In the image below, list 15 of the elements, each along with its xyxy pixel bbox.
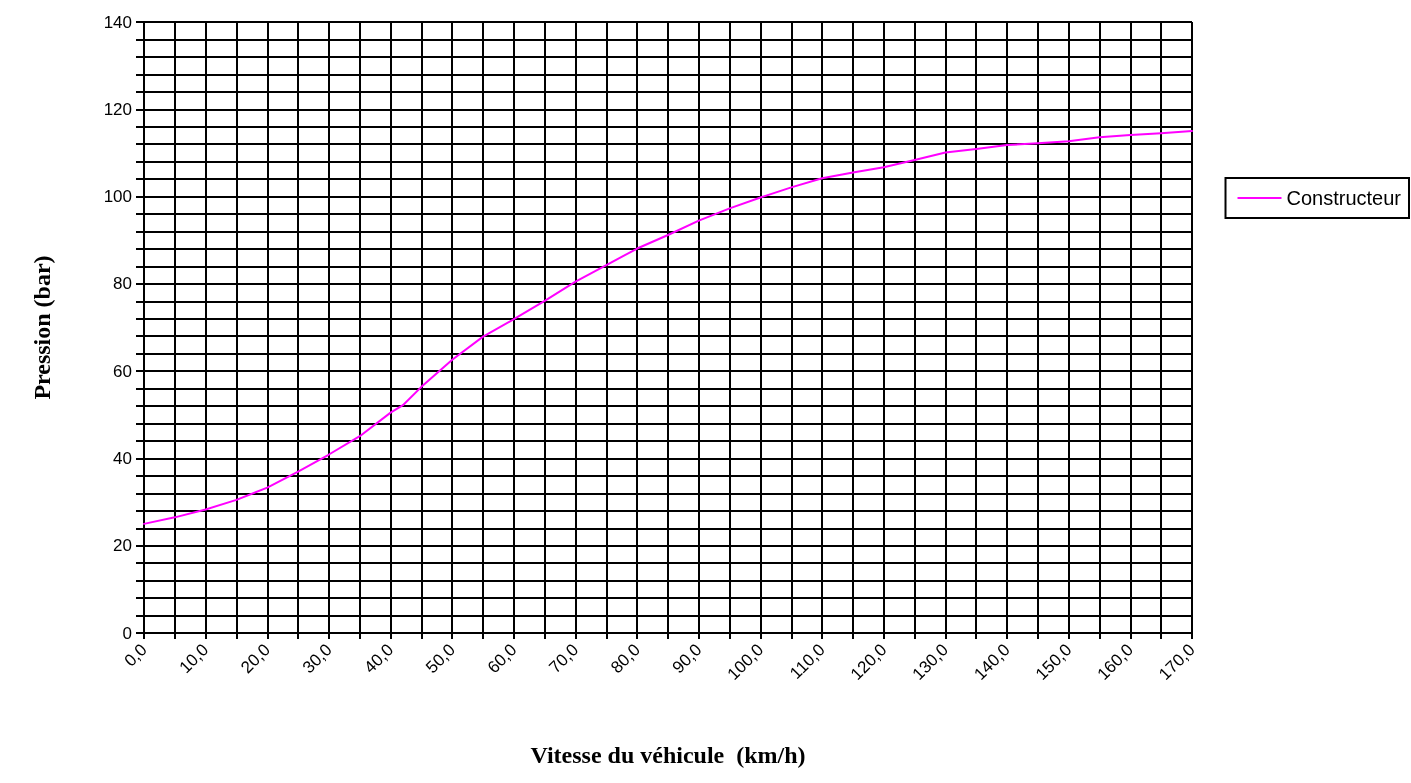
y-axis-title: Pression (bar)	[29, 255, 55, 400]
x-axis-title: Vitesse du véhicule (km/h)	[530, 742, 806, 768]
legend-label: Constructeur	[1286, 187, 1402, 209]
x-tick-label: 40,0	[360, 640, 398, 678]
y-tick-label: 20	[113, 536, 132, 556]
y-tick-label: 0	[122, 623, 132, 643]
x-tick-label: 60,0	[483, 640, 521, 678]
y-tick-label: 100	[103, 187, 132, 207]
y-tick-label: 60	[113, 361, 132, 381]
x-tick-label: 0,0	[120, 640, 151, 671]
y-tick-label: 40	[113, 448, 132, 468]
x-tick-label: 70,0	[545, 640, 583, 678]
y-tick-label: 120	[103, 99, 132, 119]
y-tick-label: 140	[103, 12, 132, 32]
y-tick-label: 80	[113, 274, 132, 294]
